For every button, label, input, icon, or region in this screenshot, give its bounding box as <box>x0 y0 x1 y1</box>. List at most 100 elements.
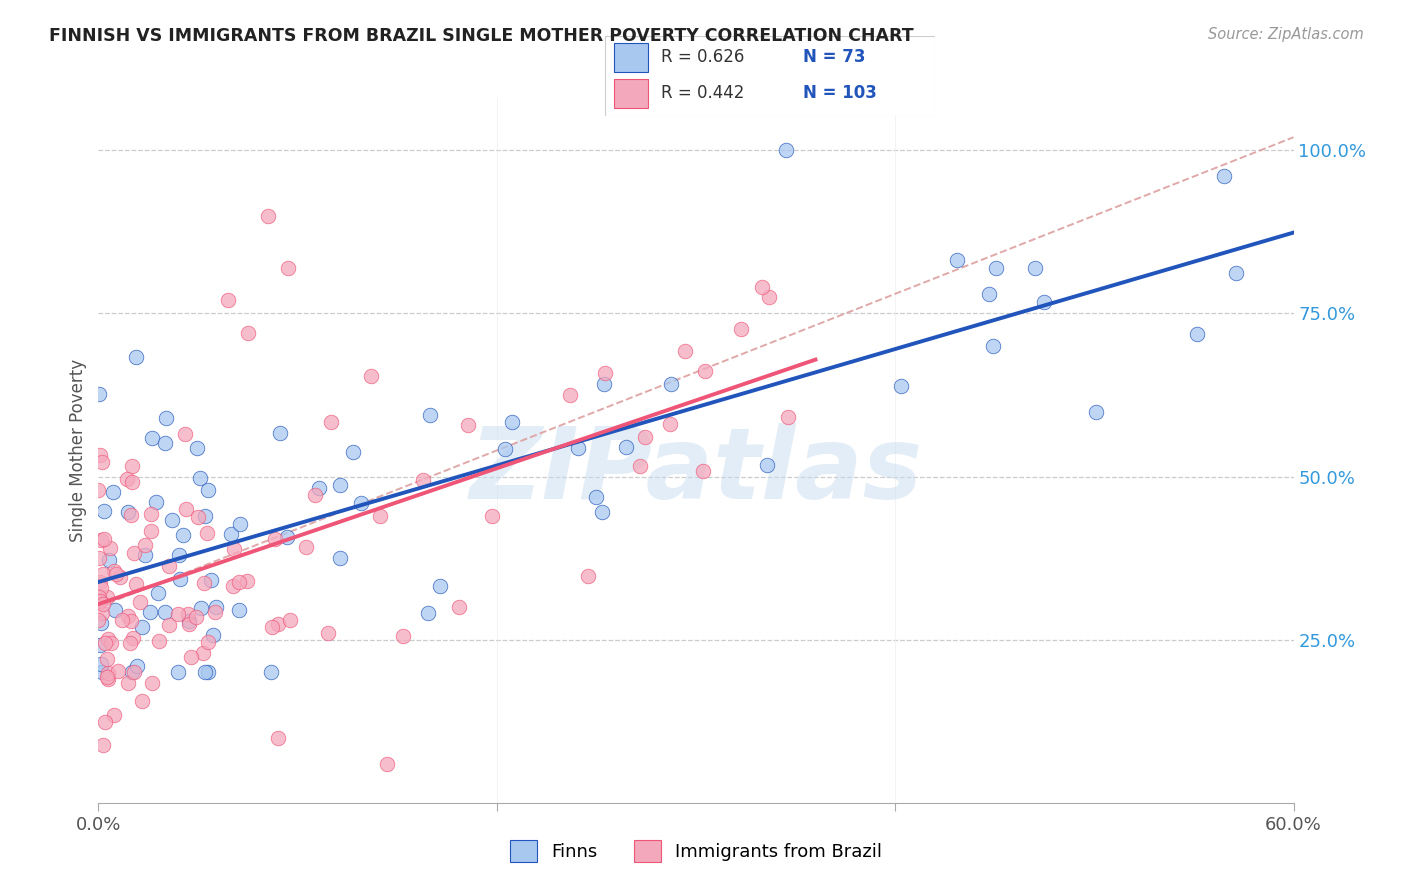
Point <box>155 411 177 425</box>
Point <box>134 538 156 552</box>
Point <box>100 541 122 555</box>
Point <box>96 652 118 666</box>
Point <box>145 495 167 509</box>
Point <box>585 490 607 504</box>
Point <box>121 665 143 680</box>
Point <box>187 509 209 524</box>
Point <box>391 629 413 643</box>
Point <box>567 441 589 455</box>
Point <box>103 707 125 722</box>
Point <box>186 610 208 624</box>
Point <box>111 613 134 627</box>
Point <box>1032 295 1054 310</box>
Point <box>197 635 219 649</box>
Point <box>89 638 111 652</box>
Point <box>269 426 291 441</box>
Point <box>1024 260 1046 275</box>
Point <box>267 617 290 632</box>
Point <box>180 649 202 664</box>
Point <box>90 455 112 469</box>
Point <box>267 731 290 745</box>
Point <box>146 586 169 600</box>
Point <box>104 566 127 581</box>
Point <box>122 546 145 560</box>
Point <box>127 659 149 673</box>
Point <box>658 417 681 431</box>
Point <box>117 675 139 690</box>
Point <box>342 445 364 459</box>
Point <box>1187 326 1209 341</box>
Point <box>115 472 138 486</box>
Point <box>591 505 613 519</box>
Point <box>91 567 114 582</box>
Point <box>201 628 224 642</box>
Point <box>481 508 503 523</box>
Point <box>91 739 114 753</box>
Point <box>100 636 122 650</box>
Point <box>429 579 451 593</box>
Point <box>204 605 226 619</box>
Point <box>141 676 163 690</box>
Point <box>195 525 218 540</box>
Point <box>122 665 145 679</box>
Point <box>120 614 142 628</box>
Point <box>235 574 257 589</box>
Point <box>167 607 190 621</box>
Point <box>166 665 188 680</box>
Point <box>260 620 283 634</box>
Point <box>977 287 1000 301</box>
Point <box>174 502 197 516</box>
Point <box>96 672 118 686</box>
Point <box>103 564 125 578</box>
Point <box>278 613 301 627</box>
Point <box>1225 266 1247 280</box>
Point <box>1085 405 1108 419</box>
Point <box>197 665 219 680</box>
Point <box>107 665 129 679</box>
Point <box>125 577 148 591</box>
Legend: Finns, Immigrants from Brazil: Finns, Immigrants from Brazil <box>501 831 891 871</box>
Point <box>167 548 190 562</box>
Point <box>89 574 111 589</box>
Point <box>756 458 779 472</box>
Point <box>494 442 516 457</box>
Point <box>172 528 194 542</box>
Text: ZIPatlas: ZIPatlas <box>470 423 922 520</box>
Text: R = 0.626: R = 0.626 <box>661 48 744 66</box>
Point <box>177 614 200 628</box>
Point <box>91 607 114 621</box>
Point <box>98 553 121 567</box>
Point <box>90 615 112 630</box>
Text: FINNISH VS IMMIGRANTS FROM BRAZIL SINGLE MOTHER POVERTY CORRELATION CHART: FINNISH VS IMMIGRANTS FROM BRAZIL SINGLE… <box>49 27 914 45</box>
Point <box>131 693 153 707</box>
Point <box>228 516 250 531</box>
Point <box>188 471 211 485</box>
Point <box>153 436 176 450</box>
Point <box>659 377 682 392</box>
Point <box>125 351 148 365</box>
Point <box>131 619 153 633</box>
FancyBboxPatch shape <box>614 43 648 72</box>
Point <box>217 293 239 308</box>
Point <box>219 527 242 541</box>
Point <box>89 551 111 566</box>
Point <box>194 509 217 524</box>
Point <box>419 408 441 422</box>
Point <box>730 322 752 336</box>
Point <box>692 464 714 478</box>
Point <box>157 558 180 573</box>
Point <box>634 430 657 444</box>
Point <box>576 569 599 583</box>
Point <box>193 576 215 591</box>
Point <box>751 280 773 294</box>
Point <box>121 459 143 474</box>
Point <box>148 634 170 648</box>
FancyBboxPatch shape <box>605 36 935 116</box>
Point <box>775 144 797 158</box>
Point <box>236 326 259 340</box>
Point <box>673 343 696 358</box>
Point <box>595 366 617 380</box>
Point <box>160 513 183 527</box>
Point <box>90 665 112 680</box>
Point <box>87 387 110 401</box>
